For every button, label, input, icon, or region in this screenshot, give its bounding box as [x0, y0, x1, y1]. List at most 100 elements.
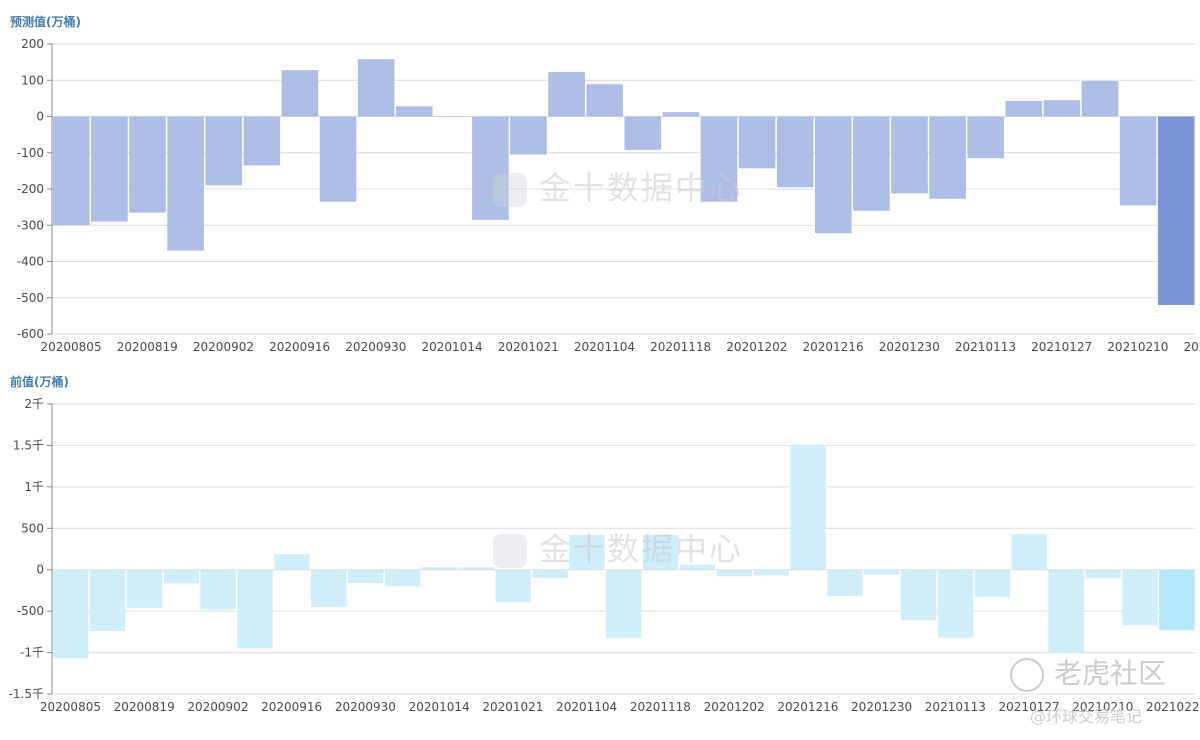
- bottom-bar: [716, 569, 753, 577]
- top-bar: [281, 70, 319, 117]
- top-bar: [129, 116, 166, 213]
- top-x-tick-label: 20201104: [574, 340, 635, 354]
- top-chart-title: 预测值(万桶): [10, 15, 81, 29]
- top-x-tick-label: 20201118: [650, 340, 711, 354]
- bottom-bar: [126, 569, 163, 608]
- top-bar: [472, 116, 509, 220]
- bottom-bar: [1085, 569, 1121, 578]
- top-bar: [53, 116, 90, 226]
- top-bar: [853, 116, 890, 211]
- top-x-tick-label: 20210210: [1107, 340, 1168, 354]
- bottom-x-tick-label: 20200819: [114, 700, 175, 714]
- top-y-tick-label: -100: [17, 146, 44, 160]
- bottom-x-tick-label: 20200805: [40, 700, 101, 714]
- bottom-bar: [864, 569, 900, 575]
- top-bar: [395, 106, 433, 117]
- bottom-x-tick-label: 20210113: [925, 700, 986, 714]
- bottom-y-tick-label: 0: [36, 563, 44, 577]
- brand-badge: 老虎社区: [1010, 652, 1166, 692]
- top-x-tick-label: 20200819: [117, 340, 178, 354]
- top-bar: [929, 116, 966, 199]
- top-bar: [967, 116, 1004, 159]
- top-bar: [891, 116, 928, 194]
- top-bar: [167, 116, 204, 251]
- bottom-y-tick-label: 2千: [24, 397, 44, 411]
- brand-name: 老虎社区: [1054, 657, 1167, 690]
- top-bar: [1119, 116, 1157, 206]
- bottom-bar: [458, 567, 494, 570]
- bottom-bar: [569, 534, 605, 570]
- bottom-bar: [495, 569, 531, 603]
- watermark-bottom: 金十数据中心: [493, 524, 743, 570]
- watermark-logo-icon: [493, 534, 527, 568]
- top-x-tick-label: 20200916: [269, 340, 330, 354]
- bottom-x-tick-label: 20201014: [409, 700, 470, 714]
- top-y-tick-label: 200: [21, 37, 44, 51]
- bottom-bar: [790, 444, 826, 570]
- top-x-tick-label: 20200902: [193, 340, 254, 354]
- bottom-bar: [1122, 569, 1158, 626]
- bottom-x-tick-label: 20201104: [556, 700, 617, 714]
- bottom-x-tick-label: 20201202: [704, 700, 765, 714]
- top-x-tick-label: 20200805: [41, 340, 102, 354]
- top-bar: [776, 116, 814, 188]
- top-bar: [624, 116, 662, 150]
- bottom-bar: [347, 569, 384, 583]
- top-bar: [91, 116, 128, 222]
- bottom-bar: [532, 569, 568, 578]
- bottom-chart-title: 前值(万桶): [10, 375, 69, 389]
- top-bar: [700, 116, 738, 202]
- bottom-bar: [1159, 569, 1195, 631]
- bottom-x-tick-label: 20200902: [187, 700, 248, 714]
- bottom-x-tick-label: 20200916: [261, 700, 322, 714]
- bottom-bar: [89, 569, 126, 632]
- top-bar: [319, 116, 357, 202]
- tiger-logo-icon: [1010, 658, 1044, 692]
- top-x-tick-label: 20201202: [726, 340, 787, 354]
- watermark-logo-icon: [493, 173, 527, 207]
- watermark-text: 金十数据中心: [539, 530, 744, 568]
- top-x-tick-label: 20201216: [803, 340, 864, 354]
- top-bar: [205, 116, 242, 186]
- bottom-y-tick-label: -500: [17, 604, 44, 618]
- watermark-text: 金十数据中心: [539, 169, 744, 207]
- bottom-x-tick-label: 20201216: [777, 700, 838, 714]
- bottom-bar: [237, 569, 273, 649]
- bottom-x-tick-label: 20210224: [1146, 700, 1200, 714]
- bottom-bar: [606, 569, 642, 638]
- top-bar: [815, 116, 852, 234]
- bottom-y-tick-label: -1.5千: [9, 687, 44, 701]
- top-y-tick-label: -200: [17, 182, 44, 196]
- bottom-bar: [421, 567, 458, 570]
- bottom-x-tick-label: 20201230: [851, 700, 912, 714]
- top-y-tick-label: 0: [36, 110, 44, 124]
- top-bar: [510, 116, 547, 155]
- top-bar: [1043, 100, 1081, 117]
- top-y-tick-label: -600: [17, 327, 44, 341]
- top-bar: [243, 116, 281, 166]
- bottom-y-tick-label: 1.5千: [13, 438, 44, 452]
- top-x-tick-label: 20210224: [1184, 340, 1200, 354]
- top-bar: [357, 59, 395, 117]
- top-y-tick-label: -400: [17, 255, 44, 269]
- bottom-y-tick-label: -1千: [20, 646, 44, 660]
- bottom-bar: [679, 564, 716, 570]
- bottom-bar: [1048, 569, 1084, 654]
- top-bar: [1005, 100, 1043, 117]
- brand-handle: @环球交易笔记: [1030, 707, 1143, 726]
- top-x-tick-label: 20210113: [955, 340, 1016, 354]
- bottom-bar: [200, 569, 236, 610]
- bottom-bar: [163, 569, 199, 584]
- bottom-bar: [1011, 534, 1048, 570]
- bottom-bar: [901, 569, 937, 621]
- top-x-tick-label: 20210127: [1031, 340, 1092, 354]
- bottom-bar: [642, 534, 679, 570]
- top-x-tick-label: 20200930: [345, 340, 406, 354]
- top-y-tick-label: -500: [17, 291, 44, 305]
- bottom-x-tick-label: 20210210: [1072, 700, 1133, 714]
- bottom-bar: [311, 569, 347, 607]
- watermark-top: 金十数据中心: [493, 163, 743, 209]
- top-bar: [434, 116, 471, 117]
